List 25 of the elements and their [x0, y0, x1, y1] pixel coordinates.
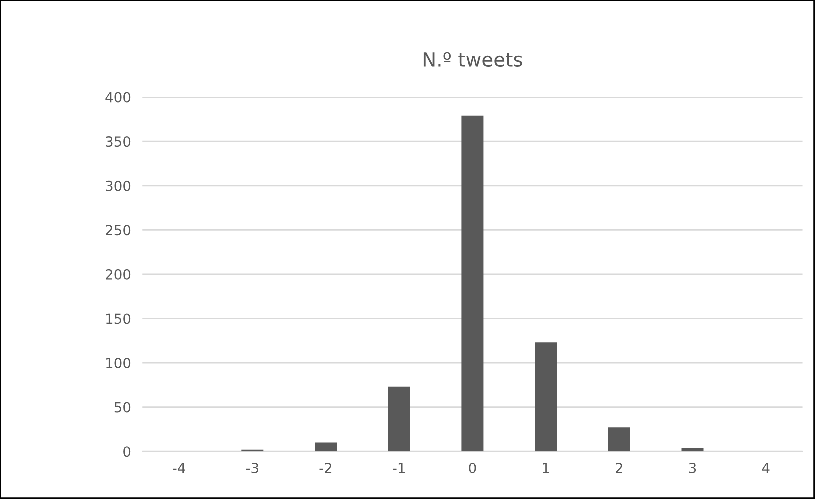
y-tick-label: 200: [106, 269, 131, 280]
x-tick-label: -4: [173, 463, 186, 474]
chart-title: N.º tweets: [424, 52, 522, 68]
y-tick-label: 100: [106, 358, 131, 368]
bar: [682, 448, 704, 452]
y-tick-label: 400: [106, 92, 131, 103]
x-tick-label: 3: [689, 462, 696, 474]
y-tick-label: 0: [124, 446, 131, 458]
bar: [608, 428, 630, 452]
x-tick-label: -2: [320, 462, 332, 474]
x-tick-label: -3: [246, 462, 258, 474]
x-tick-label: 2: [616, 462, 622, 474]
y-tick-label: 250: [106, 225, 131, 236]
x-tick-label: 1: [543, 463, 550, 474]
x-tick-label: 0: [469, 462, 476, 474]
y-tick-label: 350: [106, 136, 131, 148]
y-tick-label: 300: [106, 180, 131, 192]
y-tick-label: 50: [114, 402, 131, 413]
x-tick-label: -1: [393, 463, 405, 474]
bar: [462, 116, 484, 452]
x-tick-label: 4: [762, 463, 770, 474]
y-tick-label: 150: [106, 314, 131, 324]
bar: [388, 386, 410, 452]
bar: [315, 442, 338, 452]
bar: [535, 342, 558, 452]
